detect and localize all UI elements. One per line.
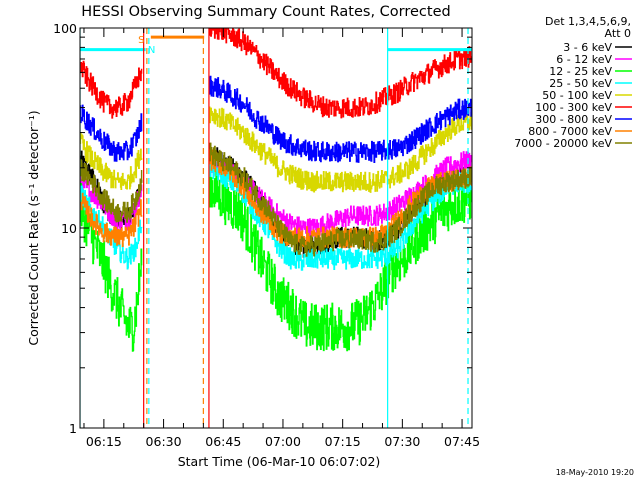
- x-axis: 06:15 06:30 06:45 07:00 07:15 07:30 07:45: [83, 28, 480, 449]
- y-tick-label-1: 1: [69, 421, 77, 436]
- series-100-300-kev: [80, 28, 472, 119]
- legend-header-line-2: Att 0: [605, 27, 631, 40]
- x-tick-label-07-00: 07:00: [265, 434, 301, 449]
- x-tick-label-07-30: 07:30: [384, 434, 420, 449]
- series-300-800-kev: [80, 75, 472, 163]
- y-axis-label: Corrected Count Rate (s⁻¹ detector⁻¹): [26, 110, 41, 345]
- legend-label-300-800-kev: 300 - 800 keV: [535, 113, 612, 126]
- legend-label-3-6-kev: 3 - 6 keV: [563, 41, 612, 54]
- overlay-layer: [80, 28, 472, 428]
- y-tick-label-10: 10: [61, 221, 77, 236]
- x-tick-label-06-30: 06:30: [146, 434, 182, 449]
- legend-label-800-7000-kev: 800 - 7000 keV: [528, 125, 612, 138]
- series-50-100-kev: [80, 106, 472, 193]
- legend-label-100-300-kev: 100 - 300 keV: [535, 101, 612, 114]
- x-tick-label-07-45: 07:45: [444, 434, 480, 449]
- annotation-s: S: [138, 35, 144, 46]
- x-tick-label-06-15: 06:15: [86, 434, 122, 449]
- x-tick-label-07-15: 07:15: [325, 434, 361, 449]
- legend-label-7000-20000-kev: 7000 - 20000 keV: [514, 137, 612, 150]
- legend-header-line-1: Det 1,3,4,5,6,9,: [545, 15, 631, 28]
- series-layer: [80, 28, 472, 352]
- plot-area: [80, 28, 472, 428]
- annotation-layer: SN: [138, 35, 155, 56]
- series-7000-20000-kev: [80, 142, 472, 257]
- chart-title: HESSI Observing Summary Count Rates, Cor…: [81, 4, 450, 20]
- y-axis: 1 10 100: [53, 21, 472, 436]
- series-800-7000-kev: [80, 149, 472, 249]
- y-tick-label-100: 100: [53, 21, 77, 36]
- x-tick-label-06-45: 06:45: [205, 434, 241, 449]
- timestamp: 18-May-2010 19:20: [556, 468, 634, 477]
- legend-label-25-50-kev: 25 - 50 keV: [549, 77, 612, 90]
- legend-label-6-12-kev: 6 - 12 keV: [556, 53, 612, 66]
- legend-label-50-100-kev: 50 - 100 keV: [542, 89, 612, 102]
- x-axis-label: Start Time (06-Mar-10 06:07:02): [178, 454, 381, 469]
- legend-label-12-25-kev: 12 - 25 keV: [549, 65, 612, 78]
- annotation-n: N: [148, 45, 155, 56]
